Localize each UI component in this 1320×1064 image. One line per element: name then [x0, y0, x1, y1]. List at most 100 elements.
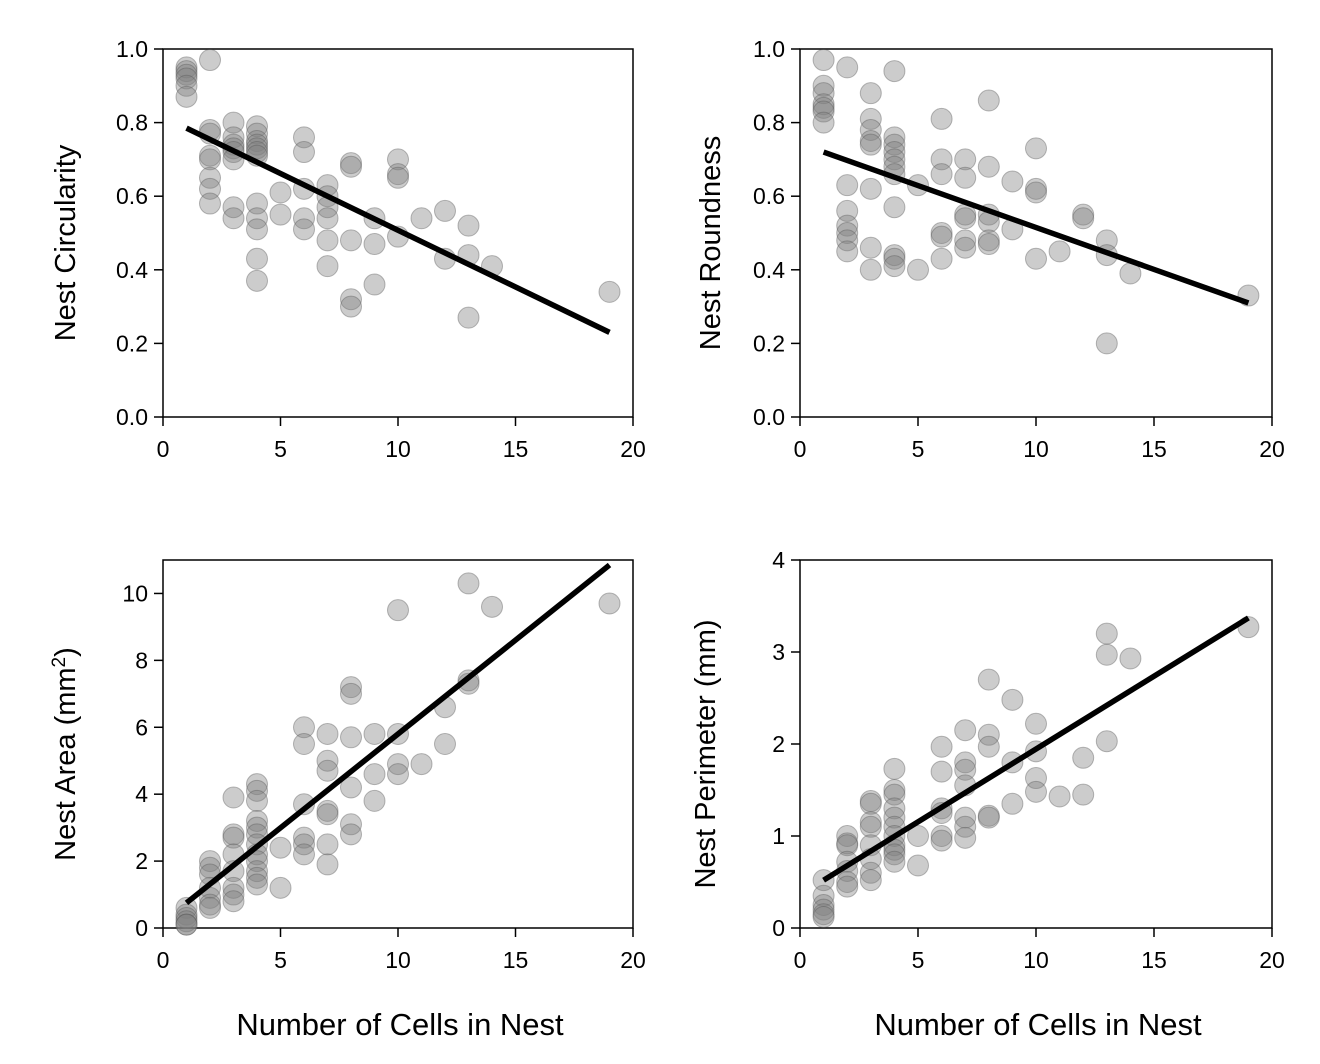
panel-nest-perimeter: 0 5 10 15 20 0 1 2 3 4 Nest Perimeter (mm)	[690, 547, 1285, 973]
y-tick-label: 2	[135, 848, 148, 874]
data-point	[457, 306, 480, 329]
data-point	[199, 166, 221, 189]
data-point	[954, 719, 977, 742]
y-tick-label: 0.0	[116, 404, 148, 430]
data-point	[363, 273, 386, 296]
data-point	[293, 733, 315, 755]
data-point	[293, 141, 315, 164]
data-point	[246, 816, 268, 839]
data-point	[199, 144, 221, 167]
data-point	[246, 192, 268, 215]
y-tick-label: 0.8	[753, 110, 785, 136]
data-point	[175, 906, 198, 929]
data-point	[246, 207, 268, 230]
data-point	[977, 668, 1000, 691]
data-point	[1072, 783, 1095, 806]
data-point	[883, 133, 906, 156]
data-point	[836, 229, 859, 252]
data-point	[812, 49, 835, 72]
data-point	[175, 56, 198, 79]
data-point	[836, 214, 859, 237]
data-point	[907, 854, 929, 877]
data-point	[859, 792, 882, 815]
data-point	[340, 155, 362, 178]
x-tick-label: 10	[385, 947, 411, 973]
data-point	[859, 869, 882, 892]
data-point	[883, 806, 906, 829]
x-axis-title-right: Number of Cells in Nest	[874, 1007, 1202, 1042]
data-point	[340, 152, 362, 175]
x-tick-label: 20	[620, 947, 646, 973]
data-point	[883, 797, 906, 820]
data-point	[859, 811, 882, 834]
data-point	[977, 806, 1000, 829]
fit-line	[185, 125, 611, 335]
data-point	[175, 910, 198, 933]
data-point	[812, 74, 835, 97]
x-tick-label: 15	[503, 947, 529, 973]
data-point	[836, 825, 859, 847]
data-point	[434, 733, 456, 755]
data-point	[1025, 780, 1047, 803]
data-point	[481, 595, 503, 618]
data-point	[1025, 247, 1047, 270]
data-point	[883, 783, 906, 806]
x-tick-label: 10	[1023, 436, 1049, 462]
data-point	[859, 133, 882, 156]
data-point	[199, 148, 221, 171]
data-point	[222, 196, 245, 219]
data-point	[222, 823, 245, 846]
y-tick-label: 0.8	[116, 110, 148, 136]
data-point	[175, 903, 198, 926]
data-point	[883, 247, 906, 270]
data-point	[457, 214, 480, 237]
data-point	[246, 130, 268, 152]
data-point	[246, 247, 268, 270]
data-point	[387, 763, 409, 786]
data-point	[977, 723, 1000, 746]
data-point	[812, 884, 835, 907]
data-point	[175, 67, 198, 90]
data-point	[316, 803, 339, 826]
data-point	[246, 773, 268, 796]
data-point	[859, 82, 882, 105]
data-point	[269, 836, 292, 859]
data-point	[316, 759, 339, 782]
data-point	[222, 207, 245, 230]
data-point	[199, 893, 221, 916]
data-point	[222, 883, 245, 906]
data-point	[340, 676, 362, 699]
data-point	[387, 163, 409, 186]
y-tick-label: 0.4	[116, 257, 148, 283]
data-point	[812, 96, 835, 119]
data-point	[812, 903, 835, 926]
data-point	[246, 779, 268, 802]
data-point	[363, 233, 386, 256]
data-point	[930, 225, 953, 248]
data-point	[954, 806, 977, 829]
data-point	[363, 763, 386, 786]
data-point	[434, 199, 456, 222]
x-tick-label: 15	[1141, 436, 1167, 462]
data-point	[1119, 647, 1142, 670]
data-point	[340, 726, 362, 749]
data-point	[246, 850, 268, 873]
y-tick-label: 3	[772, 639, 785, 665]
data-point	[883, 757, 906, 780]
data-point	[269, 181, 292, 204]
data-point	[1001, 170, 1024, 193]
data-point	[246, 115, 268, 138]
data-point	[387, 166, 409, 189]
fit-line	[822, 615, 1250, 883]
data-point	[977, 229, 1000, 252]
data-point	[812, 100, 835, 123]
fit-line	[184, 562, 612, 906]
plot-frame	[799, 48, 1273, 418]
data-point	[930, 222, 953, 244]
data-point	[340, 682, 362, 705]
x-tick-label: 0	[794, 436, 807, 462]
data-point	[977, 804, 1000, 827]
x-tick-label: 10	[1023, 947, 1049, 973]
data-point	[340, 229, 362, 252]
